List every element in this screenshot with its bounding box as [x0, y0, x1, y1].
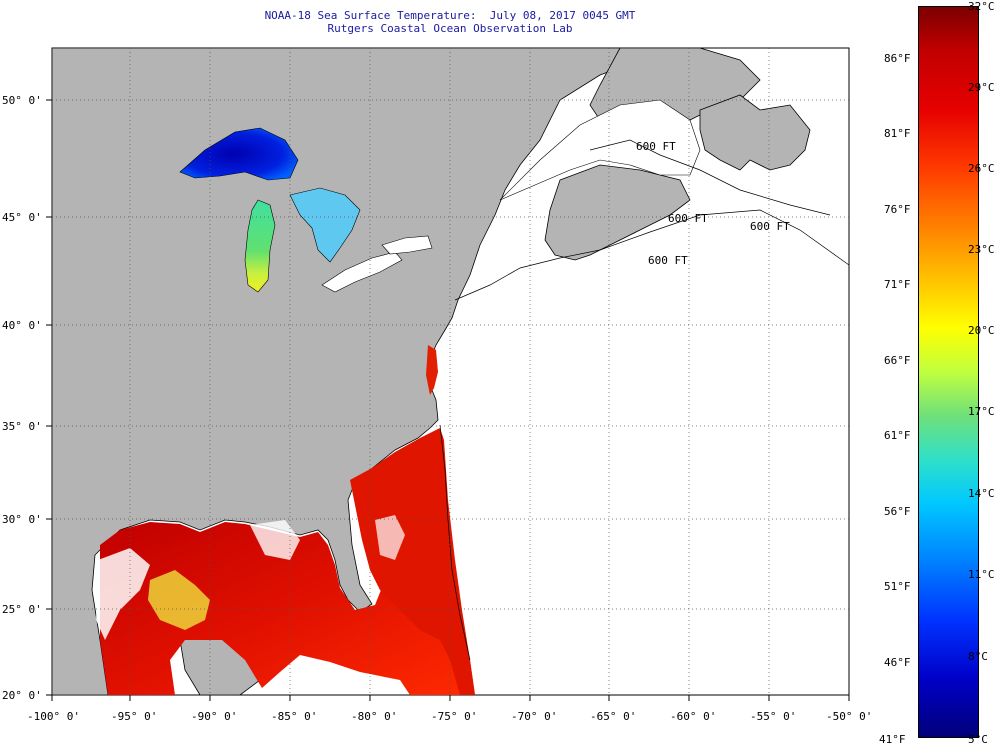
cb-celsius-label: 17°C — [968, 405, 995, 418]
st-lawrence — [499, 99, 701, 201]
cb-fahrenheit-label: 61°F — [884, 429, 911, 442]
title-line-2: Rutgers Coastal Ocean Observation Lab — [327, 22, 573, 35]
cb-fahrenheit-label: 66°F — [884, 354, 911, 367]
cb-fahrenheit-label: 41°F — [879, 733, 906, 746]
lat-label: 35° 0' — [2, 420, 42, 433]
lon-label: -70° 0' — [511, 710, 557, 723]
lat-label: 40° 0' — [2, 319, 42, 332]
lake-huron — [289, 187, 361, 263]
isobath-line-2 — [589, 139, 831, 216]
lat-label: 45° 0' — [2, 211, 42, 224]
cb-celsius-label: 23°C — [968, 243, 995, 256]
lon-label: -85° 0' — [271, 710, 317, 723]
isobath-label: 600 FT — [648, 254, 688, 267]
cb-fahrenheit-label: 71°F — [884, 278, 911, 291]
cb-fahrenheit-label: 81°F — [884, 127, 911, 140]
lat-label: 25° 0' — [2, 603, 42, 616]
cb-fahrenheit-label: 46°F — [884, 656, 911, 669]
lon-label: -75° 0' — [431, 710, 477, 723]
cb-celsius-label: 11°C — [968, 568, 995, 581]
temperature-colorbar — [918, 6, 979, 738]
cb-celsius-label: 29°C — [968, 81, 995, 94]
isobath-label: 600 FT — [750, 220, 790, 233]
lon-label: -100° 0' — [27, 710, 80, 723]
axis-ticks — [46, 99, 850, 701]
lon-label: -60° 0' — [670, 710, 716, 723]
atlantic-sst — [350, 428, 475, 695]
lat-label: 30° 0' — [2, 513, 42, 526]
cb-fahrenheit-label: 86°F — [884, 52, 911, 65]
lon-label: -90° 0' — [191, 710, 237, 723]
cb-celsius-label: 20°C — [968, 324, 995, 337]
lon-label: -65° 0' — [590, 710, 636, 723]
land-newfoundland — [699, 94, 811, 171]
cb-celsius-label: 5°C — [968, 733, 988, 746]
cb-celsius-label: 26°C — [968, 162, 995, 175]
grid — [52, 48, 849, 695]
lake-ontario — [381, 235, 433, 255]
lake-michigan — [244, 199, 276, 293]
chesapeake-sst — [426, 345, 438, 395]
cb-fahrenheit-label: 56°F — [884, 505, 911, 518]
isobath-label: 600 FT — [636, 140, 676, 153]
cb-celsius-label: 14°C — [968, 487, 995, 500]
gulf-sst — [100, 522, 475, 695]
lon-label: -50° 0' — [826, 710, 872, 723]
map-title: NOAA-18 Sea Surface Temperature: July 08… — [0, 9, 900, 35]
cb-fahrenheit-label: 76°F — [884, 203, 911, 216]
cb-celsius-label: 8°C — [968, 650, 988, 663]
isobath-label: 600 FT — [668, 212, 708, 225]
atlantic-cloud-patch — [375, 515, 405, 560]
cb-fahrenheit-label: 51°F — [884, 580, 911, 593]
lake-superior — [179, 127, 299, 181]
lon-label: -95° 0' — [111, 710, 157, 723]
cb-celsius-label: 32°C — [968, 0, 995, 13]
gulf-cloud-patch-2 — [250, 520, 300, 560]
lat-label: 20° 0' — [2, 689, 42, 702]
gulf-cool-patch — [148, 570, 210, 630]
isobath-line — [454, 209, 849, 301]
land-maritimes — [544, 164, 691, 261]
gulf-cloud-patch — [96, 548, 150, 640]
lon-label: -80° 0' — [351, 710, 397, 723]
title-line-1: NOAA-18 Sea Surface Temperature: July 08… — [264, 9, 636, 22]
lat-label: 50° 0' — [2, 94, 42, 107]
lake-erie — [321, 251, 403, 293]
lon-label: -55° 0' — [750, 710, 796, 723]
